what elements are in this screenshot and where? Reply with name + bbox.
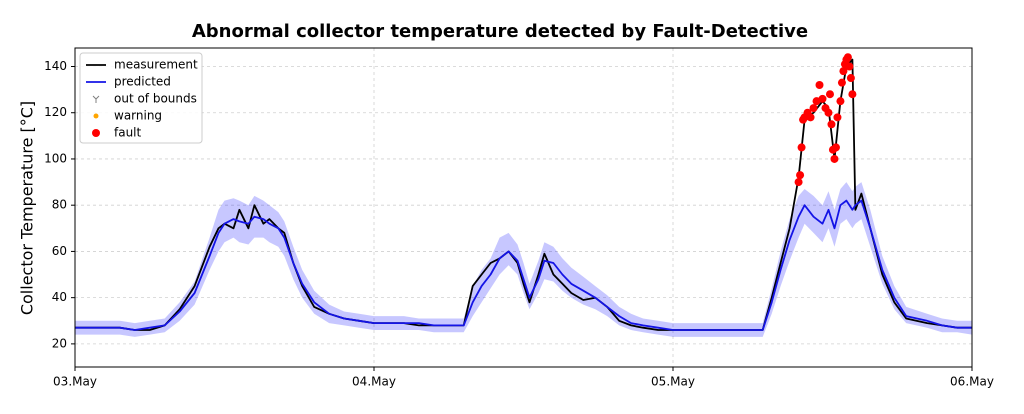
fault-point [836,97,845,106]
series-line [75,199,972,331]
chart-title: Abnormal collector temperature detected … [192,21,808,42]
fault-point [846,74,855,83]
fault-point [818,94,827,103]
fault-point [833,113,842,122]
y-tick-label: 100 [44,151,67,165]
fault-point [797,143,806,152]
fault-point [815,80,824,89]
fault-point [827,120,836,129]
legend-label: fault [114,126,142,140]
legend-label: out of bounds [114,92,197,106]
y-axis-label: Collector Temperature [°C] [18,101,37,315]
fault-point [794,178,803,187]
fault-point [848,90,857,99]
fault-point [837,78,846,87]
y-tick-label: 80 [52,198,67,212]
legend-swatch [93,113,99,119]
x-tick-label: 05.May [651,375,695,389]
fault-point [843,53,852,62]
fault-point [825,90,834,99]
plot-area [75,53,972,337]
fault-point [845,62,854,71]
legend-label: measurement [114,58,198,72]
x-tick-label: 04.May [352,375,396,389]
fault-point [830,154,839,163]
fault-point [831,143,840,152]
legend-swatch [92,129,100,137]
fault-point [806,113,815,122]
legend-label: warning [114,109,162,123]
y-tick-label: 60 [52,244,67,258]
legend-label: predicted [114,75,171,89]
x-tick-label: 03.May [53,375,97,389]
fault-point [839,67,848,76]
confidence-band [75,182,972,337]
legend-box [79,52,203,144]
fault-point [824,108,833,117]
legend: measurement predicted out of bounds warning… [79,52,203,144]
y-tick-label: 20 [52,336,67,350]
x-tick-label: 06.May [950,375,994,389]
y-tick-label: 40 [52,290,67,304]
fault-point [796,171,805,180]
fault-point [809,104,818,113]
y-tick-label: 140 [44,59,67,73]
plot-frame [74,47,973,368]
legend-swatch [92,95,100,103]
y-tick-label: 120 [44,105,67,119]
